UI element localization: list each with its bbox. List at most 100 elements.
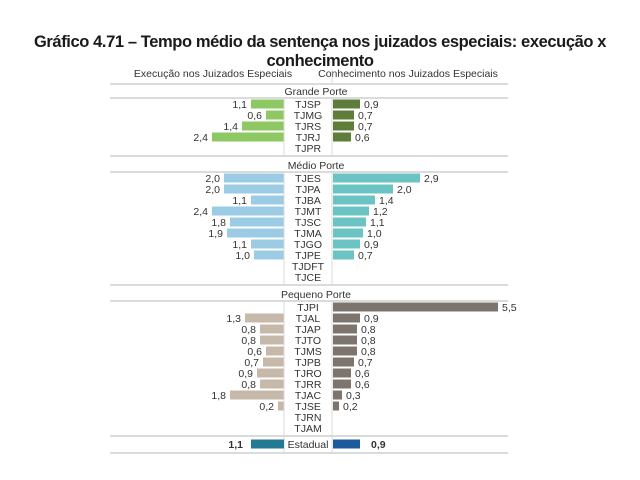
right-bar bbox=[333, 217, 366, 227]
left-value-label: 2,0 bbox=[205, 184, 220, 196]
total-right-bar bbox=[333, 439, 360, 449]
left-bar bbox=[263, 357, 284, 367]
right-bar bbox=[333, 357, 354, 367]
right-value-label: 0,8 bbox=[361, 346, 376, 358]
right-bar bbox=[333, 132, 351, 142]
right-bar bbox=[333, 313, 360, 323]
left-value-label: 1,3 bbox=[226, 313, 241, 325]
category-label: TJAP bbox=[295, 324, 321, 336]
right-series-label: Conhecimento nos Juizados Especiais bbox=[318, 68, 498, 80]
right-value-label: 0,7 bbox=[358, 357, 373, 369]
left-value-label: 1,0 bbox=[235, 250, 250, 262]
left-bar bbox=[242, 121, 284, 131]
right-bar bbox=[333, 302, 498, 312]
right-value-label: 2,9 bbox=[424, 173, 439, 185]
left-bar bbox=[212, 206, 284, 216]
left-value-label: 0,6 bbox=[247, 110, 262, 122]
left-value-label: 2,4 bbox=[193, 132, 208, 144]
left-value-label: 1,1 bbox=[232, 195, 247, 207]
right-value-label: 2,0 bbox=[397, 184, 412, 196]
right-value-label: 0,6 bbox=[355, 379, 370, 391]
category-label: TJRR bbox=[295, 379, 322, 391]
left-value-label: 0,8 bbox=[241, 379, 256, 391]
right-value-label: 0,9 bbox=[364, 313, 379, 325]
right-bar bbox=[333, 346, 357, 356]
right-bar bbox=[333, 99, 360, 109]
category-label: TJMS bbox=[294, 346, 321, 358]
category-label: TJRS bbox=[295, 121, 321, 133]
left-value-label: 2,0 bbox=[205, 173, 220, 185]
category-label: TJPI bbox=[297, 302, 319, 314]
chart-title: Gráfico 4.71 – Tempo médio da sentença n… bbox=[33, 33, 607, 70]
right-value-label: 0,8 bbox=[361, 324, 376, 336]
left-value-label: 1,1 bbox=[232, 239, 247, 251]
right-bar bbox=[333, 184, 393, 194]
left-bar bbox=[224, 184, 284, 194]
category-label: TJGO bbox=[294, 239, 322, 251]
total-left-value: 1,1 bbox=[228, 439, 243, 451]
right-bar bbox=[333, 228, 363, 238]
right-bar bbox=[333, 110, 354, 120]
right-value-label: 0,7 bbox=[358, 250, 373, 262]
left-bar bbox=[224, 173, 284, 183]
left-bar bbox=[260, 324, 284, 334]
left-bar bbox=[260, 379, 284, 389]
left-value-label: 1,1 bbox=[232, 99, 247, 111]
left-bar bbox=[266, 346, 284, 356]
group-header: Médio Porte bbox=[288, 160, 345, 172]
left-bar bbox=[266, 110, 284, 120]
right-value-label: 0,8 bbox=[361, 335, 376, 347]
category-label: TJAL bbox=[296, 313, 321, 325]
left-bar bbox=[227, 228, 284, 238]
right-value-label: 0,3 bbox=[346, 390, 361, 402]
left-value-label: 0,6 bbox=[247, 346, 262, 358]
left-bar bbox=[230, 217, 284, 227]
left-value-label: 0,2 bbox=[259, 401, 274, 413]
right-value-label: 0,7 bbox=[358, 110, 373, 122]
total-category-label: Estadual bbox=[288, 439, 329, 451]
right-bar bbox=[333, 121, 354, 131]
right-value-label: 0,6 bbox=[355, 368, 370, 380]
left-bar bbox=[254, 250, 284, 260]
right-value-label: 1,1 bbox=[370, 217, 385, 229]
right-bar bbox=[333, 390, 342, 400]
right-value-label: 0,2 bbox=[343, 401, 358, 413]
left-value-label: 1,9 bbox=[208, 228, 223, 240]
left-value-label: 2,4 bbox=[193, 206, 208, 218]
right-value-label: 5,5 bbox=[502, 302, 517, 314]
left-value-label: 0,7 bbox=[244, 357, 259, 369]
left-value-label: 1,8 bbox=[211, 217, 226, 229]
left-value-label: 1,4 bbox=[223, 121, 238, 133]
right-bar bbox=[333, 195, 375, 205]
left-bar bbox=[251, 195, 284, 205]
right-value-label: 1,2 bbox=[373, 206, 388, 218]
category-label: TJTO bbox=[295, 335, 321, 347]
left-bar bbox=[212, 132, 284, 142]
category-label: TJMA bbox=[294, 228, 321, 240]
total-left-bar bbox=[251, 439, 284, 449]
category-label: TJSP bbox=[295, 99, 321, 111]
category-label: TJPR bbox=[295, 143, 322, 155]
category-label: TJMG bbox=[294, 110, 323, 122]
left-bar bbox=[257, 368, 284, 378]
right-value-label: 0,7 bbox=[358, 121, 373, 133]
right-value-label: 0,9 bbox=[364, 239, 379, 251]
category-label: TJBA bbox=[295, 195, 321, 207]
category-label: TJSC bbox=[295, 217, 322, 229]
left-series-label: Execução nos Juizados Especiais bbox=[134, 68, 292, 80]
total-right-value: 0,9 bbox=[371, 439, 386, 451]
category-label: TJAM bbox=[294, 423, 321, 435]
right-value-label: 0,9 bbox=[364, 99, 379, 111]
right-bar bbox=[333, 250, 354, 260]
category-label: TJDFT bbox=[292, 261, 325, 273]
group-header: Pequeno Porte bbox=[281, 289, 351, 301]
left-bar bbox=[251, 99, 284, 109]
left-bar bbox=[245, 313, 284, 323]
left-value-label: 0,8 bbox=[241, 324, 256, 336]
right-value-label: 1,4 bbox=[379, 195, 394, 207]
left-bar bbox=[278, 401, 284, 411]
right-value-label: 0,6 bbox=[355, 132, 370, 144]
right-bar bbox=[333, 324, 357, 334]
right-bar bbox=[333, 173, 420, 183]
left-bar bbox=[230, 390, 284, 400]
